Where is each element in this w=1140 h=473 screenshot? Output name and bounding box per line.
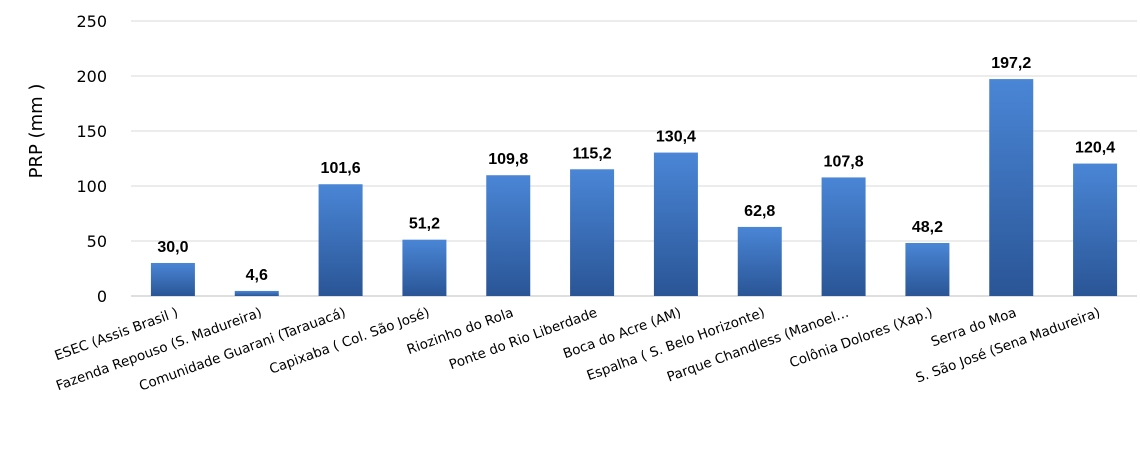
y-tick-label: 0: [97, 287, 107, 306]
bar: [570, 169, 615, 296]
y-tick-label: 200: [76, 67, 107, 86]
bar: [318, 184, 363, 296]
y-tick-label: 50: [87, 232, 107, 251]
bar: [486, 175, 531, 296]
bar: [737, 226, 782, 296]
gridlines: [131, 20, 1137, 297]
bar: [1073, 163, 1118, 296]
bars: [150, 79, 1118, 296]
data-label: 51,2: [409, 216, 440, 233]
data-label: 62,8: [744, 203, 775, 220]
bar: [905, 242, 950, 296]
y-tick-label: 150: [76, 122, 107, 141]
data-label: 107,8: [824, 153, 864, 170]
bar: [821, 177, 866, 296]
bar: [402, 239, 447, 296]
y-tick-labels: 0 50 100 150 200 250: [76, 12, 107, 306]
bar: [150, 263, 195, 296]
data-label: 48,2: [912, 219, 943, 236]
y-tick-label: 250: [76, 12, 107, 31]
x-tick-label: Colônia Dolores (Xap.): [787, 305, 934, 372]
x-tick-labels: ESEC (Assis Brasil )Fazenda Repouso (S. …: [52, 305, 1102, 395]
data-label: 197,2: [991, 55, 1031, 72]
y-tick-label: 100: [76, 177, 107, 196]
data-label: 30,0: [157, 239, 188, 256]
data-label: 101,6: [321, 160, 361, 177]
data-label: 130,4: [656, 129, 696, 146]
x-tick-label: Ponte do Rio Liberdade: [447, 305, 599, 374]
data-label: 4,6: [246, 267, 268, 284]
data-label: 120,4: [1075, 140, 1115, 157]
data-labels: 30,0 4,6 101,6 51,2 109,8 115,2 130,4 62,8 107,8…: [157, 55, 1115, 284]
data-label: 109,8: [488, 151, 528, 168]
y-axis-label: PRP (mm ): [26, 84, 47, 179]
bar: [234, 290, 279, 296]
bar: [653, 152, 698, 296]
bar: [989, 79, 1034, 296]
data-label: 115,2: [573, 145, 612, 162]
